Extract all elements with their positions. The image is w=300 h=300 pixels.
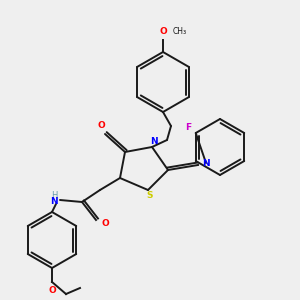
Text: O: O	[101, 218, 109, 227]
Text: CH₃: CH₃	[173, 27, 187, 36]
Text: S: S	[147, 190, 153, 200]
Text: O: O	[48, 286, 56, 295]
Text: N: N	[202, 158, 210, 167]
Text: O: O	[159, 27, 167, 36]
Text: F: F	[185, 124, 191, 133]
Text: N: N	[50, 197, 58, 206]
Text: N: N	[150, 137, 158, 146]
Text: H: H	[52, 190, 58, 200]
Text: O: O	[97, 121, 105, 130]
